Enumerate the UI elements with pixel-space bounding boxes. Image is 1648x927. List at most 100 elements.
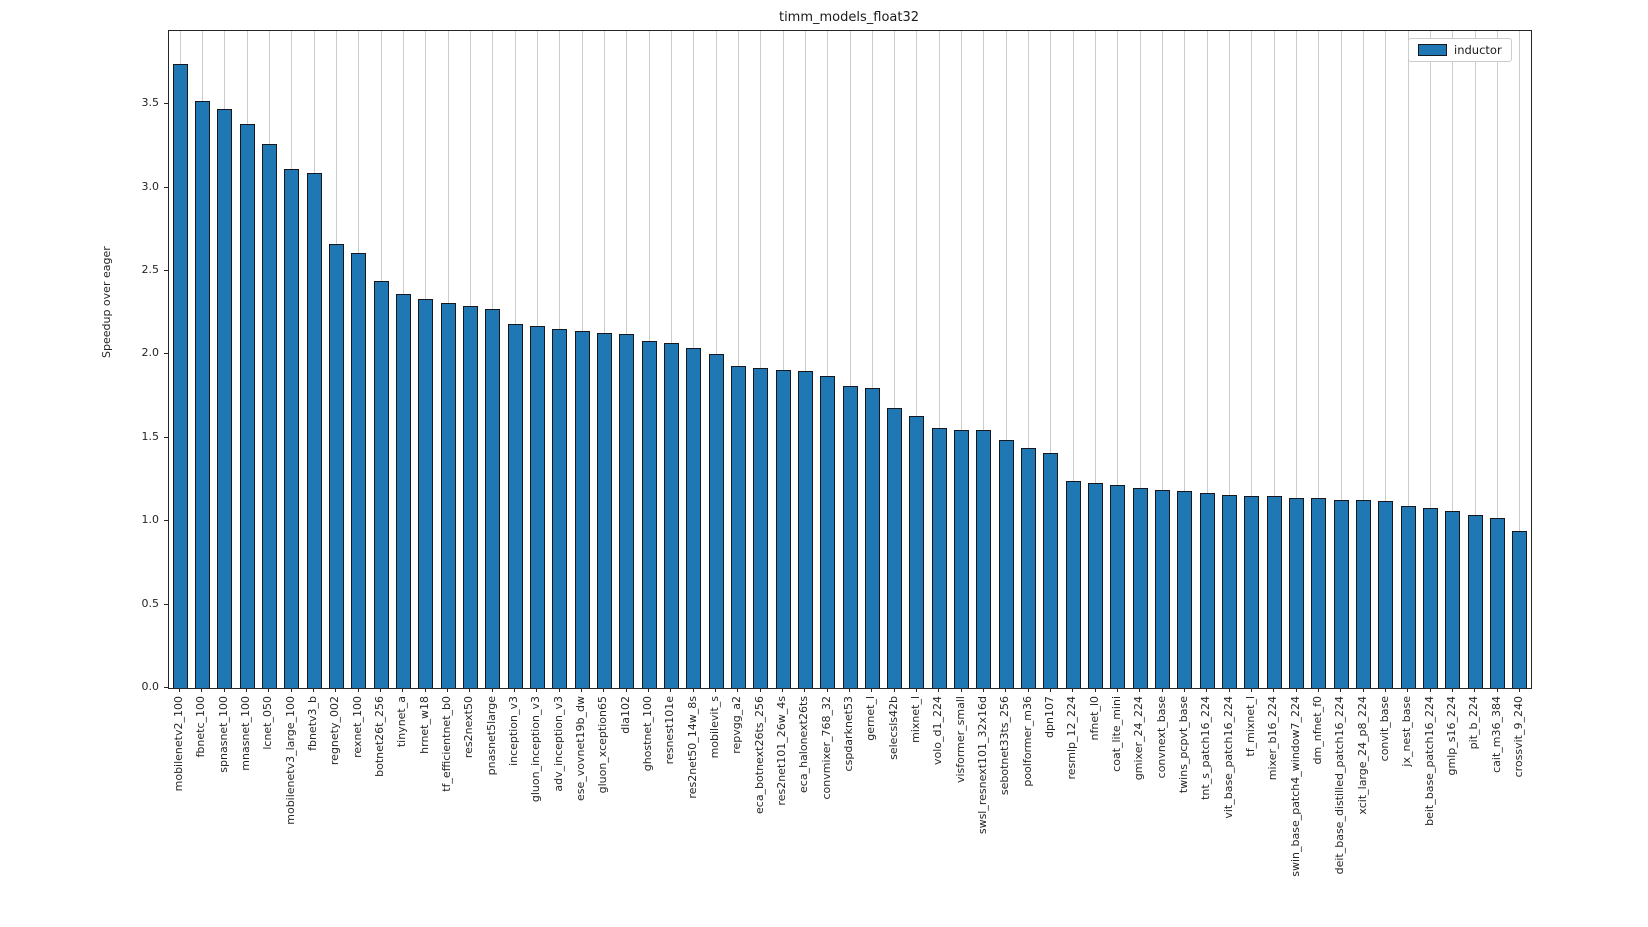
bar-beit_base_patch16_224	[1423, 508, 1439, 688]
x-tick-label: jx_nest_base	[1400, 696, 1414, 767]
x-tick-mark	[849, 688, 850, 692]
bar-mixer_b16_224	[1266, 496, 1282, 688]
x-tick-label: swsl_resnext101_32x16d	[975, 696, 989, 835]
x-tick-mark	[960, 688, 962, 692]
x-tick-mark	[871, 688, 873, 692]
x-tick-label: botnet26t_256	[373, 696, 387, 777]
x-tick-mark	[469, 688, 471, 692]
x-tick-mark	[201, 688, 203, 692]
bar-ese_vovnet19b_dw	[574, 331, 590, 688]
y-tick-mark	[164, 520, 168, 522]
x-tick-mark	[782, 688, 784, 692]
bar-adv_inception_v3	[552, 329, 568, 688]
x-tick-label: spnasnet_100	[216, 696, 230, 773]
x-tick-mark	[1451, 688, 1453, 692]
x-tick-mark	[1474, 688, 1476, 692]
x-tick-label: cspdarknet53	[842, 696, 855, 772]
bar-mobilenetv2_100	[172, 64, 188, 688]
x-gridline	[1072, 31, 1074, 688]
bar-rexnet_100	[351, 253, 367, 688]
y-tick-mark	[164, 186, 168, 188]
bar-dla102	[619, 334, 635, 688]
x-tick-mark	[290, 688, 292, 692]
x-gridline	[1296, 31, 1298, 688]
x-tick-mark	[648, 688, 650, 692]
x-tick-label: swin_base_patch4_window7_224	[1288, 696, 1302, 877]
y-tick-label: 1.5	[141, 429, 160, 443]
bar-mobilenetv3_large_100	[284, 169, 300, 688]
x-tick-mark	[1049, 688, 1051, 692]
bar-tf_efficientnet_b0	[440, 303, 456, 688]
bar-sebotnet33ts_256	[998, 440, 1014, 688]
x-tick-mark	[1317, 688, 1319, 692]
y-tick-mark	[164, 687, 168, 688]
x-tick-label: inception_v3	[507, 696, 521, 766]
x-gridline	[1430, 31, 1432, 688]
x-tick-label: convnext_base	[1154, 696, 1168, 779]
x-gridline	[1005, 31, 1007, 688]
x-gridline	[938, 31, 940, 688]
bar-resmlp_12_224	[1065, 481, 1081, 688]
x-tick-mark	[1340, 688, 1342, 692]
x-tick-mark	[1362, 688, 1364, 692]
x-tick-mark	[893, 688, 895, 692]
x-tick-mark	[223, 688, 225, 692]
x-tick-mark	[179, 688, 181, 692]
x-gridline	[1117, 31, 1119, 688]
x-tick-label: mobilevit_s	[708, 696, 722, 759]
bar-mobilevit_s	[708, 354, 724, 688]
bar-coat_lite_mini	[1110, 485, 1126, 688]
bar-cspdarknet53	[842, 386, 858, 688]
x-tick-label: gernet_l	[864, 696, 878, 741]
bar-ghostnet_100	[641, 341, 657, 688]
legend-label: inductor	[1454, 43, 1502, 57]
x-gridline	[1028, 31, 1030, 688]
x-tick-label: sebotnet33ts_256	[998, 696, 1012, 796]
x-tick-label: eca_halonext26ts	[797, 696, 811, 793]
x-tick-mark	[938, 688, 940, 692]
x-tick-mark	[1161, 688, 1163, 692]
bar-vit_base_patch16_224	[1222, 495, 1238, 688]
x-tick-label: coat_lite_mini	[1109, 696, 1123, 772]
x-tick-mark	[625, 688, 627, 692]
bar-swin_base_patch4_window7_224	[1289, 498, 1305, 688]
bar-convmixer_768_32	[820, 376, 836, 688]
bar-deit_base_distilled_patch16_224	[1333, 500, 1349, 688]
bar-botnet26t_256	[373, 281, 389, 688]
x-gridline	[849, 31, 851, 688]
x-gridline	[1273, 31, 1275, 688]
x-tick-mark	[1407, 688, 1409, 692]
x-gridline	[804, 31, 806, 688]
bar-res2net101_26w_4s	[775, 370, 791, 688]
bar-gmlp_s16_224	[1445, 511, 1461, 688]
x-gridline	[1474, 31, 1476, 688]
x-tick-label: fbnetc_100	[194, 696, 208, 758]
x-gridline	[961, 31, 963, 688]
bar-fbnetv3_b	[306, 173, 322, 688]
x-tick-label: ghostnet_100	[641, 696, 655, 772]
x-tick-label: regnety_002	[328, 696, 342, 766]
x-gridline	[1251, 31, 1253, 688]
x-tick-mark	[1027, 688, 1029, 692]
y-tick-label: 3.5	[141, 96, 160, 110]
chart-title: timm_models_float32	[778, 10, 920, 25]
bar-mnasnet_100	[239, 124, 255, 688]
x-tick-mark	[915, 688, 917, 692]
bar-gluon_xception65	[596, 333, 612, 688]
x-gridline	[1050, 31, 1052, 688]
plot-area	[168, 30, 1532, 689]
x-tick-mark	[581, 688, 583, 692]
x-tick-mark	[1206, 688, 1208, 692]
x-tick-label: mobilenetv2_100	[172, 696, 186, 792]
x-tick-label: volo_d1_224	[931, 696, 945, 766]
bar-gernet_l	[864, 388, 880, 688]
bar-dpn107	[1043, 453, 1059, 688]
x-tick-label: nfnet_l0	[1087, 696, 1101, 741]
x-tick-label: adv_inception_v3	[551, 696, 565, 792]
x-tick-mark	[514, 688, 516, 692]
bar-resnest101e	[663, 343, 679, 688]
bar-tf_mixnet_l	[1244, 496, 1260, 688]
x-tick-label: hrnet_w18	[417, 696, 431, 754]
x-gridline	[871, 31, 873, 688]
x-gridline	[1162, 31, 1164, 688]
